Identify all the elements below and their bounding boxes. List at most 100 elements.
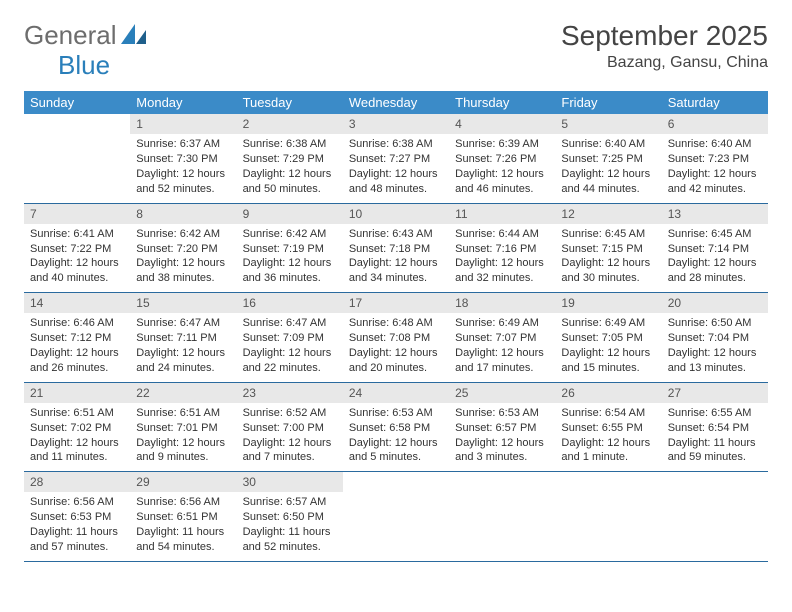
calendar-cell: 26Sunrise: 6:54 AMSunset: 6:55 PMDayligh… xyxy=(555,382,661,472)
daylight-text: Daylight: 12 hours and 40 minutes. xyxy=(30,256,124,286)
daylight-text: Daylight: 12 hours and 1 minute. xyxy=(561,436,655,466)
calendar-cell: 21Sunrise: 6:51 AMSunset: 7:02 PMDayligh… xyxy=(24,382,130,472)
sunset-text: Sunset: 7:02 PM xyxy=(30,421,124,436)
day-body xyxy=(24,134,130,196)
day-body: Sunrise: 6:45 AMSunset: 7:15 PMDaylight:… xyxy=(555,224,661,292)
sunrise-text: Sunrise: 6:45 AM xyxy=(561,227,655,242)
daylight-text: Daylight: 12 hours and 15 minutes. xyxy=(561,346,655,376)
sunrise-text: Sunrise: 6:44 AM xyxy=(455,227,549,242)
sunset-text: Sunset: 7:19 PM xyxy=(243,242,337,257)
day-body xyxy=(555,492,661,554)
daylight-text: Daylight: 12 hours and 42 minutes. xyxy=(668,167,762,197)
daylight-text: Daylight: 12 hours and 38 minutes. xyxy=(136,256,230,286)
calendar-cell: 28Sunrise: 6:56 AMSunset: 6:53 PMDayligh… xyxy=(24,472,130,562)
sunrise-text: Sunrise: 6:46 AM xyxy=(30,316,124,331)
calendar-table: Sunday Monday Tuesday Wednesday Thursday… xyxy=(24,91,768,562)
day-number: 26 xyxy=(555,383,661,403)
sunrise-text: Sunrise: 6:49 AM xyxy=(561,316,655,331)
sunset-text: Sunset: 7:18 PM xyxy=(349,242,443,257)
calendar-cell: 5Sunrise: 6:40 AMSunset: 7:25 PMDaylight… xyxy=(555,114,661,203)
day-number: 23 xyxy=(237,383,343,403)
daylight-text: Daylight: 12 hours and 34 minutes. xyxy=(349,256,443,286)
calendar-cell xyxy=(662,472,768,562)
day-number: 13 xyxy=(662,204,768,224)
sunset-text: Sunset: 7:14 PM xyxy=(668,242,762,257)
day-number xyxy=(343,472,449,492)
calendar-cell: 2Sunrise: 6:38 AMSunset: 7:29 PMDaylight… xyxy=(237,114,343,203)
sunset-text: Sunset: 7:05 PM xyxy=(561,331,655,346)
sunset-text: Sunset: 7:30 PM xyxy=(136,152,230,167)
sunset-text: Sunset: 6:53 PM xyxy=(30,510,124,525)
calendar-row: 1Sunrise: 6:37 AMSunset: 7:30 PMDaylight… xyxy=(24,114,768,203)
sunrise-text: Sunrise: 6:49 AM xyxy=(455,316,549,331)
day-number: 18 xyxy=(449,293,555,313)
day-body: Sunrise: 6:50 AMSunset: 7:04 PMDaylight:… xyxy=(662,313,768,381)
sunset-text: Sunset: 7:29 PM xyxy=(243,152,337,167)
day-number: 3 xyxy=(343,114,449,134)
daylight-text: Daylight: 12 hours and 50 minutes. xyxy=(243,167,337,197)
sunset-text: Sunset: 7:20 PM xyxy=(136,242,230,257)
day-body xyxy=(662,492,768,554)
sunset-text: Sunset: 7:12 PM xyxy=(30,331,124,346)
day-number: 5 xyxy=(555,114,661,134)
day-body: Sunrise: 6:54 AMSunset: 6:55 PMDaylight:… xyxy=(555,403,661,471)
day-header: Saturday xyxy=(662,91,768,114)
day-body: Sunrise: 6:45 AMSunset: 7:14 PMDaylight:… xyxy=(662,224,768,292)
day-body: Sunrise: 6:41 AMSunset: 7:22 PMDaylight:… xyxy=(24,224,130,292)
calendar-cell: 24Sunrise: 6:53 AMSunset: 6:58 PMDayligh… xyxy=(343,382,449,472)
sunset-text: Sunset: 6:58 PM xyxy=(349,421,443,436)
day-body: Sunrise: 6:56 AMSunset: 6:51 PMDaylight:… xyxy=(130,492,236,560)
day-body: Sunrise: 6:42 AMSunset: 7:20 PMDaylight:… xyxy=(130,224,236,292)
sunrise-text: Sunrise: 6:38 AM xyxy=(243,137,337,152)
sail-icon xyxy=(121,20,147,51)
sunrise-text: Sunrise: 6:51 AM xyxy=(136,406,230,421)
sunrise-text: Sunrise: 6:48 AM xyxy=(349,316,443,331)
sunrise-text: Sunrise: 6:55 AM xyxy=(668,406,762,421)
day-body: Sunrise: 6:40 AMSunset: 7:25 PMDaylight:… xyxy=(555,134,661,202)
day-body: Sunrise: 6:38 AMSunset: 7:29 PMDaylight:… xyxy=(237,134,343,202)
day-number: 21 xyxy=(24,383,130,403)
day-body: Sunrise: 6:51 AMSunset: 7:01 PMDaylight:… xyxy=(130,403,236,471)
sunrise-text: Sunrise: 6:56 AM xyxy=(136,495,230,510)
day-body: Sunrise: 6:42 AMSunset: 7:19 PMDaylight:… xyxy=(237,224,343,292)
calendar-cell: 7Sunrise: 6:41 AMSunset: 7:22 PMDaylight… xyxy=(24,203,130,293)
day-number xyxy=(24,114,130,134)
daylight-text: Daylight: 12 hours and 3 minutes. xyxy=(455,436,549,466)
day-number: 25 xyxy=(449,383,555,403)
day-number: 9 xyxy=(237,204,343,224)
day-body: Sunrise: 6:47 AMSunset: 7:11 PMDaylight:… xyxy=(130,313,236,381)
day-number: 14 xyxy=(24,293,130,313)
sunrise-text: Sunrise: 6:47 AM xyxy=(243,316,337,331)
calendar-cell: 1Sunrise: 6:37 AMSunset: 7:30 PMDaylight… xyxy=(130,114,236,203)
daylight-text: Daylight: 12 hours and 46 minutes. xyxy=(455,167,549,197)
day-body: Sunrise: 6:44 AMSunset: 7:16 PMDaylight:… xyxy=(449,224,555,292)
sunset-text: Sunset: 6:57 PM xyxy=(455,421,549,436)
calendar-cell: 8Sunrise: 6:42 AMSunset: 7:20 PMDaylight… xyxy=(130,203,236,293)
sunset-text: Sunset: 7:01 PM xyxy=(136,421,230,436)
daylight-text: Daylight: 11 hours and 54 minutes. xyxy=(136,525,230,555)
daylight-text: Daylight: 12 hours and 44 minutes. xyxy=(561,167,655,197)
sunset-text: Sunset: 6:54 PM xyxy=(668,421,762,436)
sunset-text: Sunset: 6:55 PM xyxy=(561,421,655,436)
day-body: Sunrise: 6:49 AMSunset: 7:05 PMDaylight:… xyxy=(555,313,661,381)
calendar-cell: 10Sunrise: 6:43 AMSunset: 7:18 PMDayligh… xyxy=(343,203,449,293)
day-header-row: Sunday Monday Tuesday Wednesday Thursday… xyxy=(24,91,768,114)
sunset-text: Sunset: 7:27 PM xyxy=(349,152,443,167)
daylight-text: Daylight: 12 hours and 9 minutes. xyxy=(136,436,230,466)
daylight-text: Daylight: 12 hours and 30 minutes. xyxy=(561,256,655,286)
day-body: Sunrise: 6:53 AMSunset: 6:57 PMDaylight:… xyxy=(449,403,555,471)
daylight-text: Daylight: 12 hours and 20 minutes. xyxy=(349,346,443,376)
calendar-cell xyxy=(343,472,449,562)
sunset-text: Sunset: 7:23 PM xyxy=(668,152,762,167)
day-number: 11 xyxy=(449,204,555,224)
sunset-text: Sunset: 7:16 PM xyxy=(455,242,549,257)
brand-part2: Blue xyxy=(58,50,110,81)
daylight-text: Daylight: 12 hours and 17 minutes. xyxy=(455,346,549,376)
calendar-cell: 6Sunrise: 6:40 AMSunset: 7:23 PMDaylight… xyxy=(662,114,768,203)
daylight-text: Daylight: 12 hours and 32 minutes. xyxy=(455,256,549,286)
sunset-text: Sunset: 7:25 PM xyxy=(561,152,655,167)
brand-logo: General xyxy=(24,20,149,51)
day-header: Sunday xyxy=(24,91,130,114)
day-body: Sunrise: 6:53 AMSunset: 6:58 PMDaylight:… xyxy=(343,403,449,471)
calendar-row: 7Sunrise: 6:41 AMSunset: 7:22 PMDaylight… xyxy=(24,203,768,293)
